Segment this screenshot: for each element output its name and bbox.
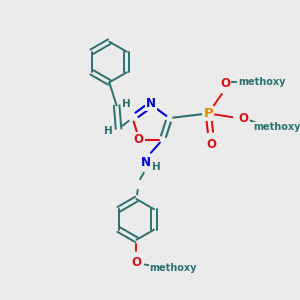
- Text: H: H: [104, 126, 113, 136]
- Text: O: O: [238, 112, 248, 124]
- Text: methoxy: methoxy: [150, 262, 197, 273]
- Text: N: N: [141, 155, 151, 169]
- Text: O: O: [131, 256, 141, 268]
- Text: O: O: [220, 77, 230, 90]
- Text: P: P: [203, 107, 213, 120]
- Text: O: O: [134, 133, 144, 146]
- Text: methoxy: methoxy: [238, 77, 286, 87]
- Text: H: H: [122, 99, 131, 109]
- Text: methoxy: methoxy: [253, 122, 300, 132]
- Text: N: N: [146, 97, 156, 110]
- Text: O: O: [206, 138, 216, 152]
- Text: H: H: [152, 162, 160, 172]
